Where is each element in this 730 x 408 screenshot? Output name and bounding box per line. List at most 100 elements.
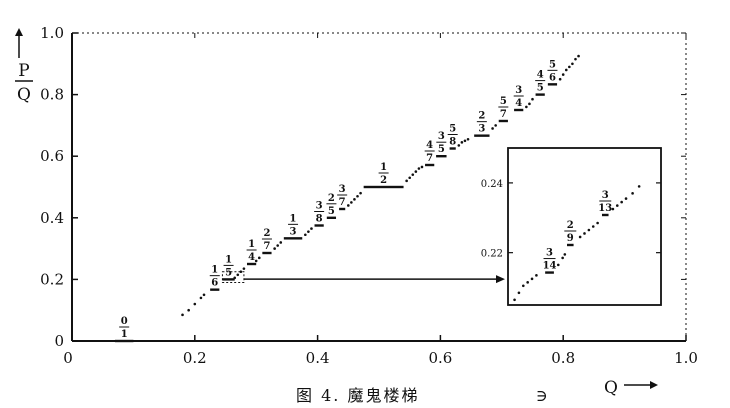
step-label-numerator: 3 [515,85,522,96]
step-plateau [474,134,490,137]
step-label-denominator: 5 [537,83,544,94]
inset-point [637,185,641,188]
staircase-point [199,296,203,300]
step-plateau [210,288,220,291]
staircase-point [193,302,197,306]
step-plateau [363,185,404,189]
x-tick-label: 0 [63,349,73,367]
staircase-point [405,179,408,183]
step-label-denominator: 3 [290,226,297,237]
step-label-denominator: 8 [316,214,323,225]
staircase-point [411,173,415,176]
staircase-point [254,259,258,263]
inset-y-tick-label: 0.22 [481,249,503,260]
step-label-denominator: 1 [121,329,128,340]
step-label-numerator: 4 [426,140,433,151]
staircase-point [242,267,246,270]
staircase-point [558,77,562,81]
staircase-point [181,313,184,317]
step-label-denominator: 5 [438,144,445,155]
step-label-denominator: 8 [449,137,456,148]
staircase-point [420,165,424,169]
inset-point [620,200,623,204]
inset-frame [507,147,662,306]
staircase-point [457,144,461,147]
inset-step-plateau [601,213,609,217]
y-tick-label: 0.4 [40,209,64,227]
inset-point [587,228,591,232]
inset-point [596,221,599,225]
step-label-numerator: 3 [438,131,445,142]
y-axis-label-numerator: P [18,61,29,81]
inset-point [583,232,586,235]
staircase-point [531,97,534,101]
step-label-denominator: 5 [328,206,335,217]
staircase-point [356,194,359,198]
step-label-denominator: 3 [478,124,485,135]
step-plateau [246,262,257,266]
inset-step-label-denominator: 9 [567,233,574,244]
main-ticks: 0 0.2 0.4 0.6 0.8 1.0 0 0.2 0.4 0.6 0.8 1.0 [40,24,698,367]
step-plateau [436,155,447,158]
staircase-point [408,176,412,180]
staircase-point [525,105,528,109]
step-label-numerator: 3 [339,184,346,195]
staircase-point [417,167,421,170]
zoom-connector-arrowhead [496,275,505,284]
inset-point [530,277,534,281]
staircase-point [414,170,418,173]
y-tick-label: 0.6 [40,147,64,165]
staircase-point [491,127,494,130]
staircase-point [236,273,240,277]
step-label-denominator: 7 [500,109,507,120]
step-label-numerator: 4 [537,70,544,81]
inset-plot: 0.24 0.22 3 14 2 9 3 13 [481,147,662,306]
step-plateau [262,251,272,255]
y-tick-label: 0.2 [40,270,64,288]
inset-step-label-numerator: 3 [546,248,553,259]
step-label-denominator: 5 [225,267,232,278]
y-tick-label: 0.8 [40,86,64,104]
staircase-point [528,102,531,106]
inset-step-label-numerator: 3 [602,190,609,201]
staircase-point [564,68,568,72]
step-label-numerator: 2 [263,228,270,239]
step-label-denominator: 4 [248,252,255,263]
step-plateau [535,93,545,96]
staircase-point [257,256,261,260]
main-axes [15,28,687,389]
staircase-point [350,201,353,204]
step-plateau [222,278,235,281]
inset-step-label-denominator: 13 [598,203,612,214]
step-plateau [449,147,456,150]
staircase-point [460,141,464,144]
staircase-point [463,139,467,143]
step-plateau [326,216,337,219]
step-plateau [425,163,435,167]
step-plateau [514,108,524,112]
x-tick-label: 0.2 [183,349,207,367]
staircase-point [273,247,276,250]
inset-point [513,298,516,302]
staircase-point [307,230,310,233]
step-label-denominator: 7 [339,197,346,208]
y-tick-label: 0 [54,332,64,350]
x-tick-label: 1.0 [674,349,698,367]
step-label-numerator: 2 [328,193,335,204]
y-axis-label-denominator: Q [17,85,31,105]
step-label-numerator: 2 [478,111,485,122]
staircase-point [568,65,571,69]
step-label-numerator: 5 [549,59,556,70]
staircase-point [347,204,350,207]
staircase-point [279,241,283,244]
step-label-numerator: 1 [248,239,255,250]
x-axis-arrow-head [650,381,658,389]
step-label-denominator: 7 [263,241,270,252]
x-axis-label: Q [604,378,618,398]
inset-point [624,197,628,200]
staircase-point [494,124,497,127]
step-label-numerator: 5 [449,124,456,135]
staircase-point [353,198,356,201]
step-label-numerator: 1 [211,265,218,276]
inset-point [611,207,615,211]
